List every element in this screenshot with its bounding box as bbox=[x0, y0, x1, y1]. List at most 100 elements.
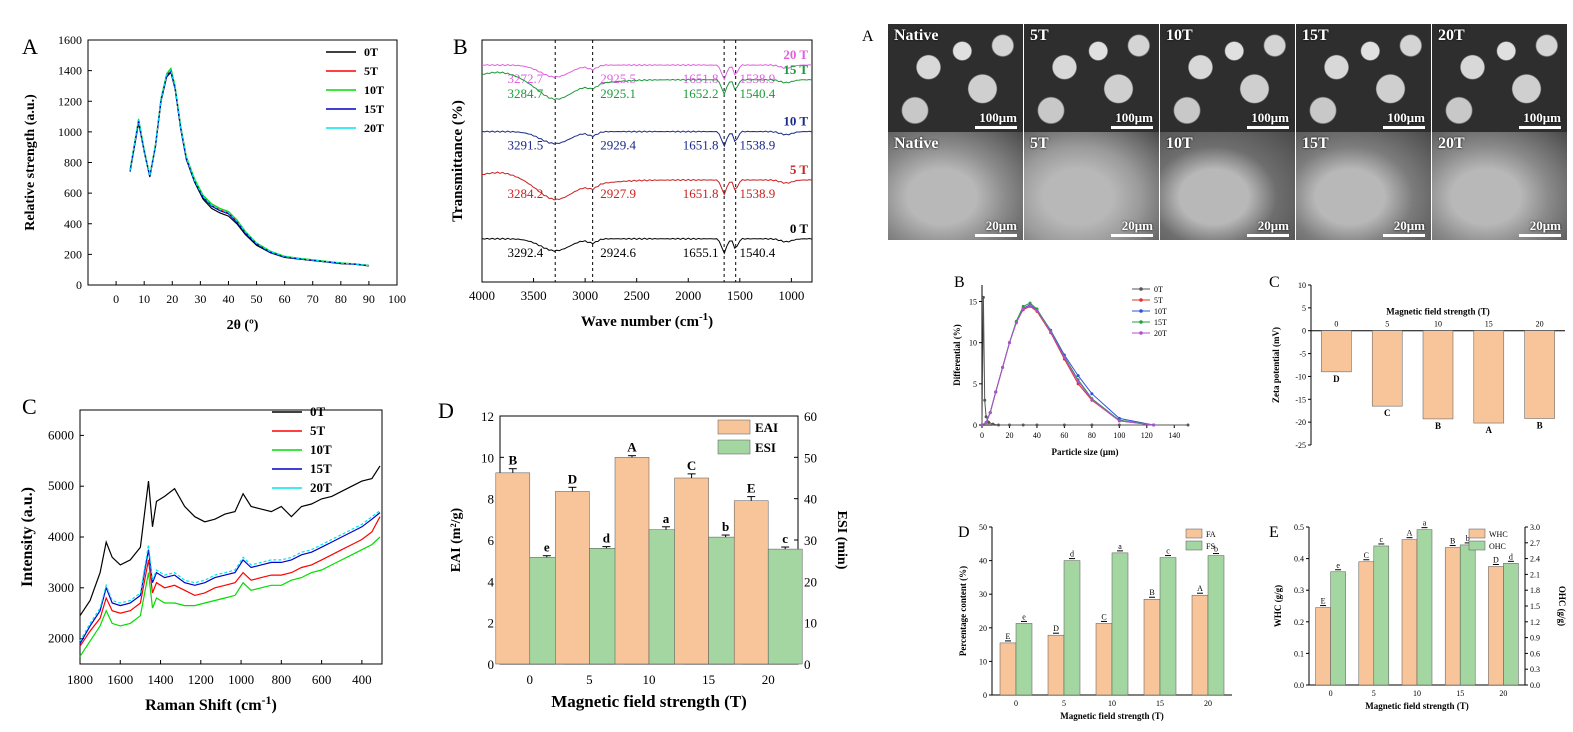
sem-scale-bar bbox=[1519, 234, 1561, 237]
series-line-5T bbox=[981, 305, 1154, 426]
significance-letter: C bbox=[1364, 551, 1369, 560]
bar-ohc bbox=[1503, 563, 1519, 686]
x-tick-label: 20 bbox=[1005, 431, 1013, 440]
significance-letter: B bbox=[1537, 420, 1543, 430]
data-point bbox=[1117, 423, 1121, 427]
legend-swatch bbox=[1468, 528, 1486, 539]
plot-frame bbox=[87, 39, 398, 286]
legend-marker bbox=[1139, 309, 1143, 313]
significance-letter: e bbox=[1022, 612, 1026, 621]
bar-eai bbox=[733, 500, 769, 665]
sem-sample-label: Native bbox=[894, 135, 939, 152]
sem-scale-label: 20μm bbox=[985, 218, 1017, 233]
series-line-20T bbox=[481, 63, 813, 81]
legend-marker bbox=[1139, 287, 1143, 291]
x-tick-label: 1000 bbox=[228, 672, 254, 687]
y-tick-label-right: 2.4 bbox=[1530, 555, 1540, 564]
y-tick-label: 12 bbox=[481, 409, 494, 424]
significance-letter: e bbox=[1336, 561, 1340, 570]
sem-image-tile: 20T 20μm bbox=[1432, 132, 1568, 240]
sem-sample-label: 20T bbox=[1438, 135, 1465, 152]
data-point bbox=[987, 421, 991, 425]
series-line-20T bbox=[79, 510, 381, 642]
xrd-chart: A 0 10 20 30 40 50 60 70 80 90 1000200400600800100… bbox=[22, 33, 406, 333]
data-point bbox=[983, 398, 987, 402]
data-point bbox=[1117, 419, 1121, 423]
bar-zeta bbox=[1371, 330, 1403, 407]
y-tick-label-right: 40 bbox=[804, 492, 817, 507]
y-tick-label: 50 bbox=[979, 523, 987, 532]
y-tick-label-right: 0.3 bbox=[1530, 665, 1540, 674]
y-tick-label: 10 bbox=[1298, 281, 1306, 290]
y-tick-label: 400 bbox=[64, 217, 82, 231]
x-tick-label: 1500 bbox=[727, 288, 753, 303]
sem-sample-label: 10T bbox=[1166, 27, 1193, 44]
sem-scale-bar bbox=[1111, 234, 1153, 237]
y-tick-label-right: 20 bbox=[804, 574, 817, 589]
legend-swatch bbox=[1185, 528, 1203, 539]
sem-scale-bar bbox=[1247, 234, 1289, 237]
sem-image-tile: Native 20μm bbox=[888, 132, 1024, 240]
x-tick-label: 1600 bbox=[107, 672, 133, 687]
x-tick-label: 800 bbox=[272, 672, 292, 687]
sem-scale-label: 100μm bbox=[1115, 110, 1153, 125]
significance-letter: E bbox=[1006, 632, 1011, 641]
data-point bbox=[1028, 304, 1032, 308]
sem-scale-label: 20μm bbox=[1529, 218, 1561, 233]
data-point bbox=[1001, 365, 1005, 369]
significance-letter: c bbox=[782, 531, 788, 546]
y-tick-label: 5000 bbox=[48, 478, 74, 493]
data-point bbox=[991, 422, 995, 426]
bar-ohc bbox=[1373, 545, 1390, 686]
significance-letter: a bbox=[663, 511, 670, 526]
bar-fs bbox=[1207, 555, 1225, 696]
significance-letter: B bbox=[508, 453, 517, 468]
sem-panel: A Native 100μm 5T 100μm 10T 100μm 15T 100μm 20T 1… bbox=[862, 24, 1572, 240]
legend-swatch bbox=[717, 419, 751, 435]
legend-label: OHC bbox=[1489, 542, 1506, 551]
significance-letter: E bbox=[1321, 597, 1326, 606]
x-tick-label: 4000 bbox=[469, 288, 495, 303]
data-point bbox=[1035, 309, 1039, 313]
data-point bbox=[981, 295, 985, 299]
ftir-chart: B 4000 3500 3000 2500 2000 1500 1000 Wave numbe… bbox=[450, 34, 813, 330]
x-tick-label: 10 bbox=[1108, 699, 1116, 708]
y-tick-label: 2000 bbox=[48, 631, 74, 646]
data-point bbox=[988, 411, 992, 415]
y-tick-label: 40 bbox=[979, 557, 987, 566]
x-tick-label: 60 bbox=[1060, 431, 1068, 440]
significance-letter: A bbox=[1486, 425, 1493, 435]
x-tick-label: 1400 bbox=[148, 672, 174, 687]
x-tick-label: 100 bbox=[388, 292, 406, 306]
y-tick-label-right: 10 bbox=[804, 616, 817, 631]
x-tick-label: 20 bbox=[1499, 689, 1507, 698]
significance-letter: E bbox=[747, 481, 756, 496]
y-tick-label: 0 bbox=[973, 421, 977, 430]
peak-label: 1540.4 bbox=[739, 86, 775, 101]
y-tick-label: 2 bbox=[488, 616, 495, 631]
significance-letter: D bbox=[1053, 624, 1059, 633]
x-tick-label: 5 bbox=[1062, 699, 1066, 708]
x-tick-label: 20 bbox=[1536, 320, 1544, 329]
sem-scale-bar bbox=[975, 234, 1017, 237]
significance-letter: B bbox=[1435, 421, 1441, 431]
y-tick-label: 1600 bbox=[58, 33, 82, 47]
y-tick-label: -10 bbox=[1295, 372, 1306, 381]
significance-letter: B bbox=[1450, 537, 1455, 546]
series-line-5T bbox=[79, 516, 381, 647]
data-point bbox=[1021, 307, 1025, 311]
y-tick-label-right: 2.1 bbox=[1530, 570, 1540, 579]
y-tick-label: 0.5 bbox=[1294, 523, 1304, 532]
y-tick-label: 8 bbox=[488, 492, 495, 507]
legend-label: FA bbox=[1206, 530, 1216, 539]
significance-letter: D bbox=[568, 471, 577, 486]
sem-scale-bar bbox=[1383, 234, 1425, 237]
sem-image-tile: Native 100μm bbox=[888, 24, 1024, 132]
sem-scale-label: 20μm bbox=[1393, 218, 1425, 233]
y-axis-label-left: EAI (m²/g) bbox=[449, 507, 464, 572]
legend-label: 10T bbox=[310, 442, 332, 457]
significance-letter: b bbox=[1214, 545, 1218, 554]
series-label: 20 T bbox=[783, 47, 808, 62]
